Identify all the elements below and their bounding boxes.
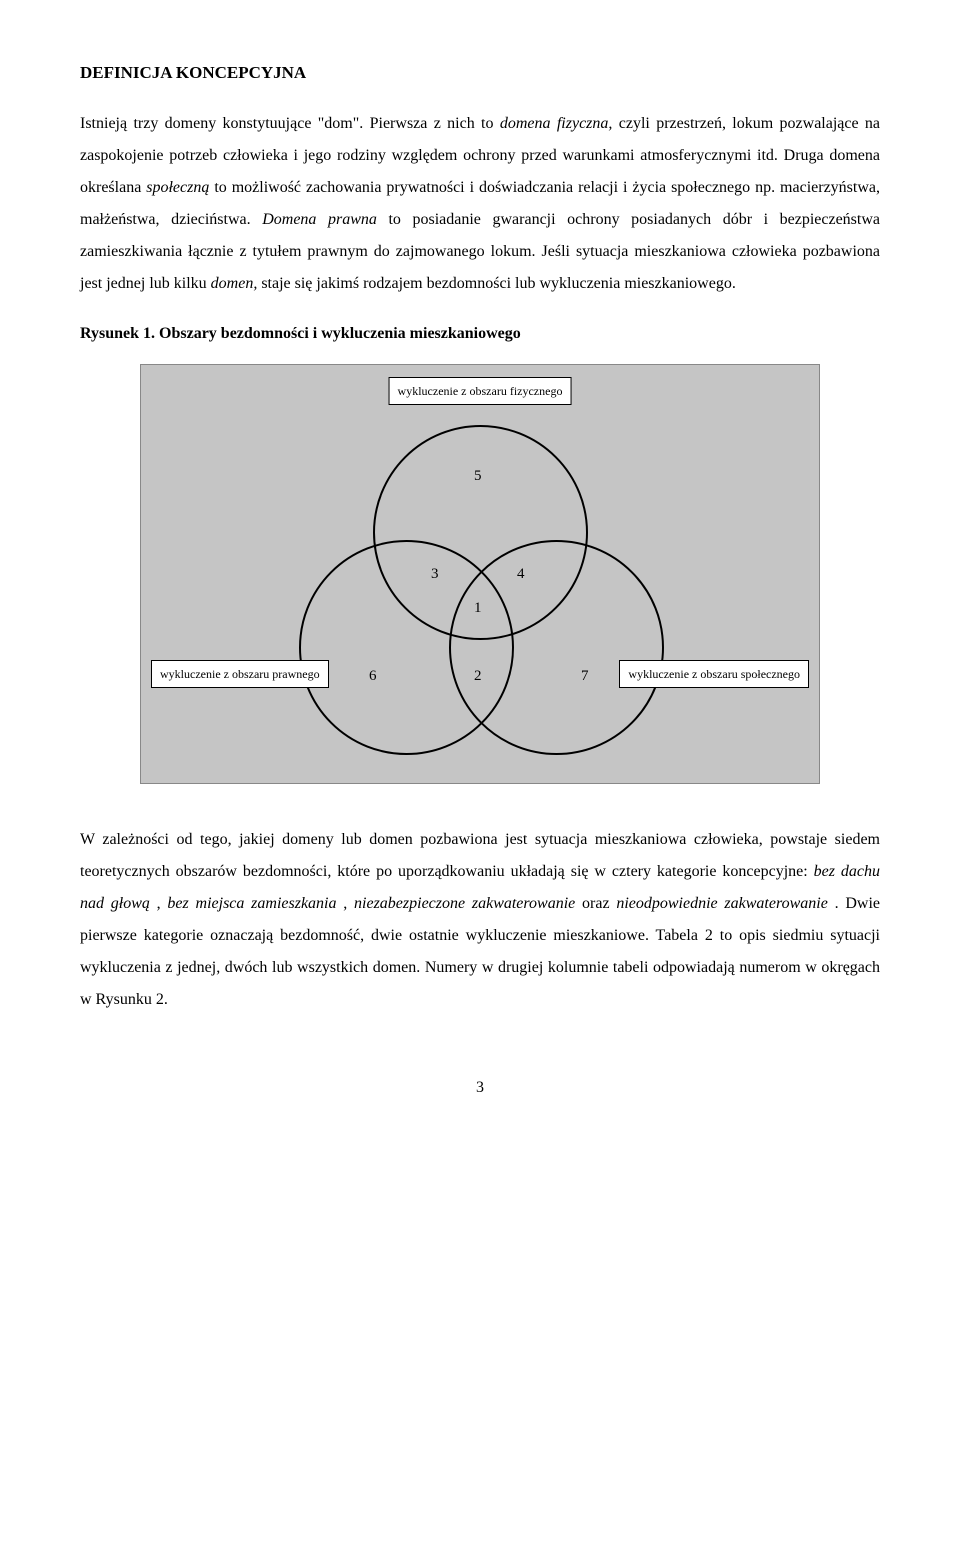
venn-num-6: 6 bbox=[369, 665, 377, 688]
venn-num-3: 3 bbox=[431, 563, 439, 586]
p2-italic-2: bez miejsca zamieszkania bbox=[167, 895, 336, 912]
figure-title: Rysunek 1. Obszary bezdomności i wyklucz… bbox=[80, 322, 880, 346]
venn-label-right: wykluczenie z obszaru społecznego bbox=[619, 660, 809, 688]
venn-num-1: 1 bbox=[474, 597, 482, 620]
p2-text: W zależności od tego, jakiej domeny lub … bbox=[80, 831, 880, 880]
venn-num-2: 2 bbox=[474, 665, 482, 688]
page-number: 3 bbox=[80, 1076, 880, 1100]
p2-text: oraz bbox=[582, 895, 616, 912]
p2-text: , bbox=[157, 895, 168, 912]
venn-diagram: wykluczenie z obszaru fizycznego 5 3 4 1… bbox=[140, 364, 820, 784]
venn-label-top: wykluczenie z obszaru fizycznego bbox=[389, 377, 572, 405]
p2-italic-4: nieodpowiednie zakwaterowanie bbox=[616, 895, 827, 912]
p1-text: staje się jakimś rodzajem bezdomności lu… bbox=[261, 275, 736, 292]
venn-num-4: 4 bbox=[517, 563, 525, 586]
paragraph-1: Istnieją trzy domeny konstytuujące "dom"… bbox=[80, 108, 880, 300]
venn-num-5: 5 bbox=[474, 465, 482, 488]
p1-italic-1: domena fizyczna, bbox=[500, 115, 613, 132]
section-heading: DEFINICJA KONCEPCYJNA bbox=[80, 60, 880, 86]
paragraph-2: W zależności od tego, jakiej domeny lub … bbox=[80, 824, 880, 1016]
venn-num-7: 7 bbox=[581, 665, 589, 688]
p1-text: Istnieją trzy domeny konstytuujące "dom"… bbox=[80, 115, 500, 132]
p2-italic-3: niezabezpieczone zakwaterowanie bbox=[354, 895, 575, 912]
p1-italic-2: społeczną bbox=[146, 179, 209, 196]
venn-circle-right bbox=[449, 540, 664, 755]
p2-text: , bbox=[343, 895, 354, 912]
p1-italic-3: Domena prawna bbox=[262, 211, 377, 228]
venn-label-left: wykluczenie z obszaru prawnego bbox=[151, 660, 329, 688]
figure-container: wykluczenie z obszaru fizycznego 5 3 4 1… bbox=[80, 364, 880, 784]
p1-italic-4: domen, bbox=[211, 275, 258, 292]
